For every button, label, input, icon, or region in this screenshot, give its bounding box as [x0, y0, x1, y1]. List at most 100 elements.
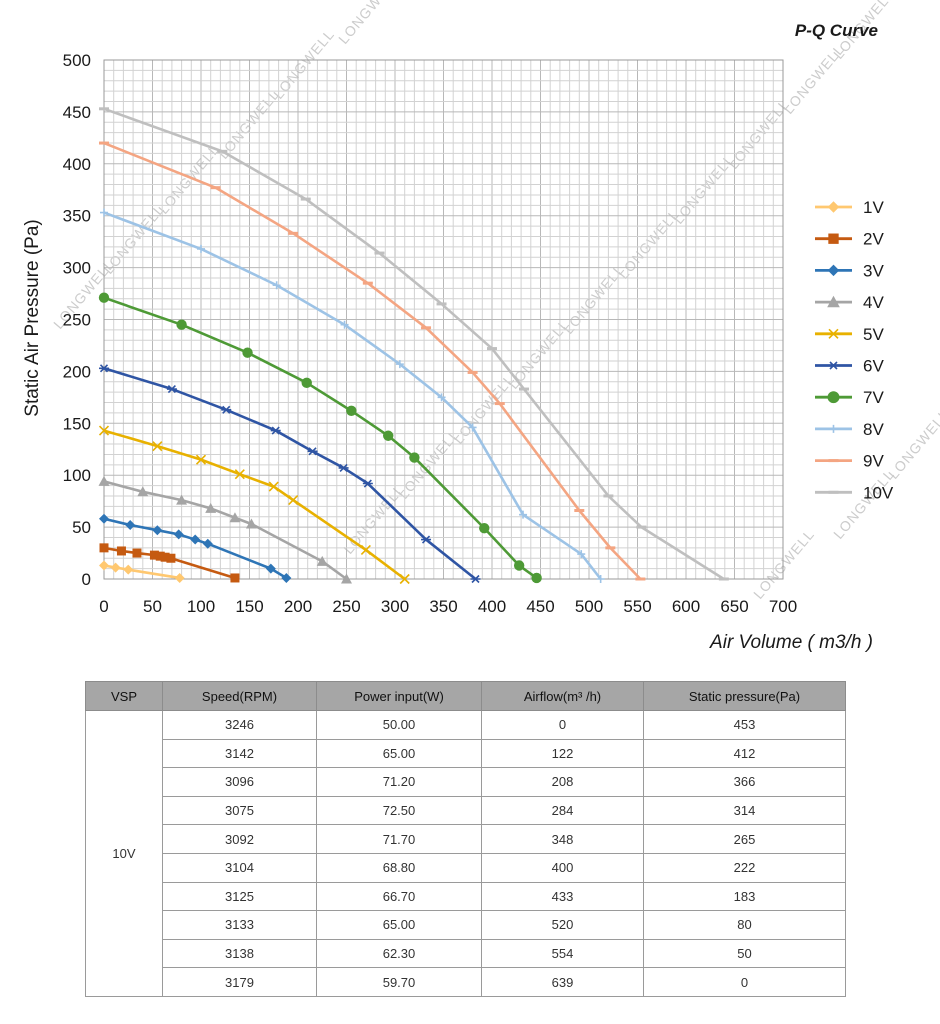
power-cell: 62.30	[316, 938, 482, 969]
airflow-cell: 639	[481, 967, 644, 997]
data-point	[827, 264, 840, 277]
pressure-cell: 314	[643, 795, 846, 826]
x-tick-label: 0	[99, 597, 108, 616]
speed-cell: 3246	[162, 710, 317, 740]
legend-item-2v: 2V	[815, 230, 884, 249]
data-point	[301, 377, 312, 389]
legend-label: 2V	[863, 230, 884, 249]
x-tick-label: 50	[143, 597, 162, 616]
data-point	[307, 447, 318, 456]
data-point	[221, 405, 232, 414]
data-point	[132, 548, 142, 558]
header-airflow: Airflow(m³ /h)	[481, 681, 644, 711]
chart-title: P-Q Curve	[795, 21, 878, 40]
power-cell: 65.00	[316, 910, 482, 940]
table-header-row: VSP Speed(RPM) Power input(W) Airflow(m³…	[85, 681, 846, 711]
power-cell: 71.70	[316, 824, 482, 854]
table-row: 10V 3246 50.00 0 453	[85, 710, 846, 997]
data-point	[383, 430, 394, 441]
data-point	[155, 551, 165, 561]
speed-cell: 3075	[162, 795, 317, 826]
data-point	[827, 295, 840, 308]
data-point	[234, 469, 245, 480]
data-point	[229, 512, 241, 523]
table-row: 3125 66.70 433 183	[86, 881, 846, 912]
data-point	[828, 328, 839, 339]
table-row: 3133 65.00 520 80	[86, 910, 846, 940]
data-point	[829, 424, 838, 433]
y-tick-label: 250	[63, 311, 91, 330]
series-6v	[99, 364, 481, 584]
pressure-cell: 366	[643, 767, 846, 797]
data-point	[98, 425, 110, 436]
data-point	[123, 564, 134, 575]
x-tick-label: 300	[381, 597, 409, 616]
data-point	[174, 572, 185, 583]
pressure-cell: 183	[643, 881, 846, 912]
watermark-text: LONGWELL	[340, 481, 407, 557]
table-row: 3092 71.70 348 265	[86, 824, 846, 854]
data-point	[176, 319, 187, 330]
pressure-cell: 412	[643, 738, 846, 769]
data-point	[265, 563, 276, 574]
x-axis-title: Air Volume ( m3/h )	[709, 632, 873, 653]
data-point	[99, 543, 109, 553]
series-3v	[99, 513, 292, 583]
data-point	[338, 463, 349, 472]
series-line	[103, 564, 180, 580]
data-point	[360, 544, 371, 556]
y-tick-label: 350	[63, 207, 91, 226]
series-5v	[98, 425, 410, 585]
x-tick-label: 500	[575, 597, 603, 616]
x-tick-label: 600	[672, 597, 700, 616]
series-line	[103, 211, 602, 580]
data-point	[437, 393, 446, 402]
y-tick-label: 150	[63, 414, 91, 433]
legend-label: 4V	[863, 293, 884, 312]
airflow-cell: 554	[481, 938, 644, 969]
data-point	[513, 560, 525, 571]
data-point	[195, 454, 207, 465]
data-point	[827, 391, 840, 404]
series-8v	[100, 208, 605, 583]
power-cell: 65.00	[316, 738, 482, 769]
chart-grid	[103, 59, 784, 580]
y-tick-label: 50	[72, 518, 91, 537]
data-point	[125, 520, 136, 531]
table-row: 3104 68.80 400 222	[86, 852, 846, 883]
pressure-cell: 80	[643, 910, 846, 940]
header-pressure: Static pressure(Pa)	[643, 681, 846, 711]
data-point	[268, 481, 279, 492]
speed-cell: 3096	[162, 767, 317, 797]
watermark-text: LONGWELL	[885, 406, 940, 482]
data-point	[421, 535, 432, 544]
legend-item-7v: 7V	[815, 388, 884, 407]
legend-label: 10V	[863, 483, 894, 502]
speed-cell: 3138	[162, 938, 317, 969]
header-vsp: VSP	[85, 681, 163, 711]
power-cell: 72.50	[316, 795, 482, 826]
header-speed: Speed(RPM)	[162, 681, 317, 711]
data-point	[166, 384, 177, 394]
data-point	[160, 552, 170, 562]
y-tick-label: 400	[63, 155, 91, 174]
legend-label: 5V	[863, 325, 884, 344]
data-point	[99, 513, 109, 524]
legend-item-1v: 1V	[815, 198, 884, 217]
power-cell: 68.80	[316, 852, 482, 883]
data-point	[531, 572, 542, 584]
data-point	[197, 244, 205, 253]
legend-label: 9V	[863, 452, 884, 471]
table-row: 3179 59.70 639 0	[86, 967, 846, 997]
legend-item-10v: 10V	[815, 483, 894, 502]
series-line	[103, 517, 288, 580]
series-line	[103, 296, 538, 580]
legend-item-9v: 9V	[815, 452, 884, 471]
y-axis-title: Static Air Pressure (Pa)	[22, 219, 43, 416]
x-tick-label: 150	[235, 597, 263, 616]
data-point	[316, 555, 328, 566]
airflow-cell: 348	[481, 824, 644, 854]
x-tick-label: 100	[187, 597, 215, 616]
series-2v	[99, 543, 240, 583]
power-cell: 50.00	[316, 710, 482, 740]
